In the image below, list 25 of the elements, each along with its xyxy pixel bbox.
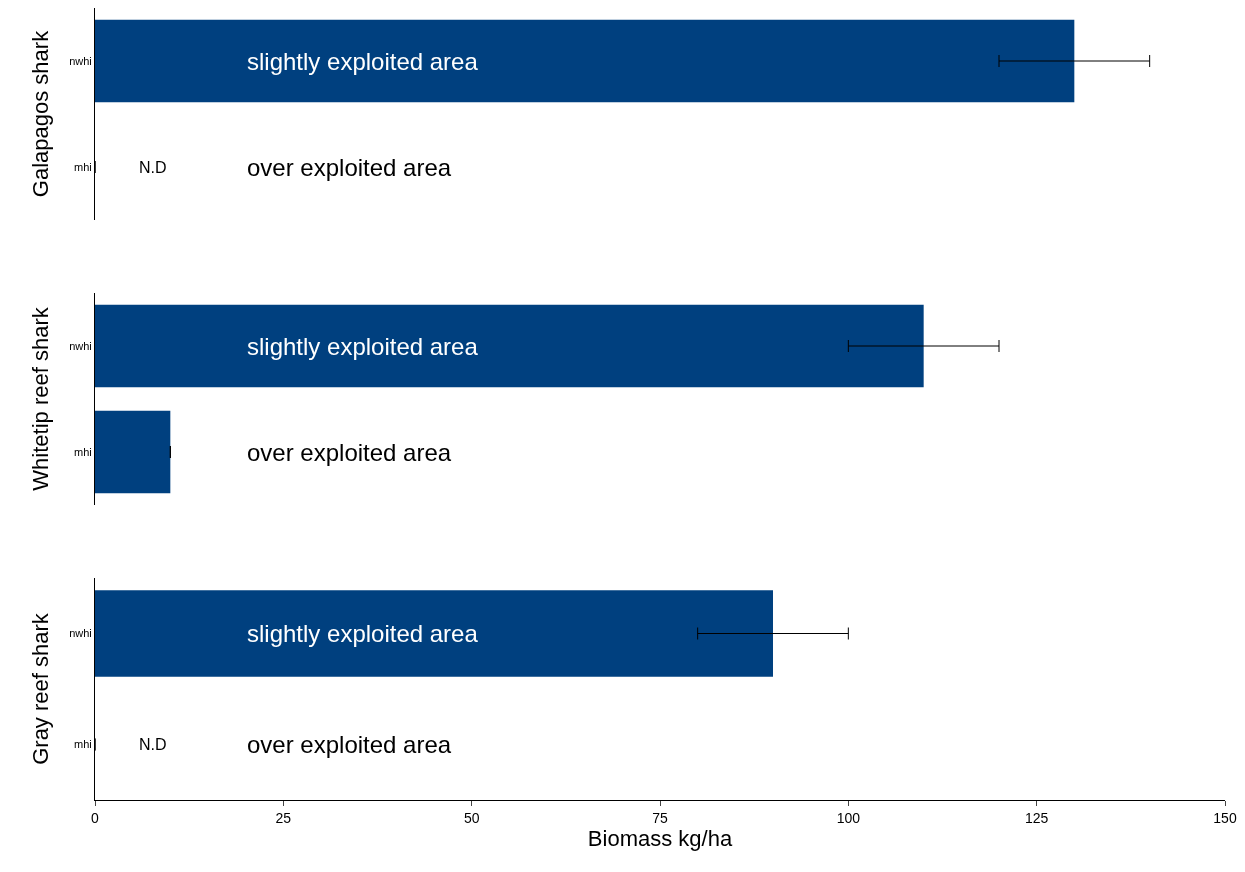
y-tick-label: nwhi bbox=[69, 54, 92, 67]
annotation: slightly exploited area bbox=[247, 48, 479, 75]
annotation: slightly exploited area bbox=[247, 333, 479, 360]
annotation: over exploited area bbox=[247, 154, 452, 181]
x-tick-label: 100 bbox=[836, 809, 861, 826]
x-tick-label: 125 bbox=[1024, 809, 1049, 826]
y-tick-label: nwhi bbox=[69, 339, 92, 352]
annotation: over exploited area bbox=[247, 731, 452, 758]
x-tick-label: 150 bbox=[1213, 809, 1237, 826]
y-axis-title: Galapagos shark bbox=[27, 29, 53, 198]
y-tick-label: nwhi bbox=[69, 627, 92, 640]
y-tick-label: mhi bbox=[74, 738, 92, 751]
x-tick-label: 0 bbox=[91, 809, 100, 826]
annotation: slightly exploited area bbox=[247, 620, 479, 647]
x-axis-title: Biomass kg/ha bbox=[587, 825, 733, 851]
annotation: N.D bbox=[139, 159, 167, 176]
annotation: N.D bbox=[139, 736, 167, 753]
y-axis-title: Whitetip reef shark bbox=[27, 306, 53, 491]
y-tick-label: mhi bbox=[74, 160, 92, 173]
y-axis-title: Gray reef shark bbox=[27, 612, 53, 765]
x-tick-label: 50 bbox=[463, 809, 480, 826]
x-tick-label: 75 bbox=[652, 809, 668, 826]
y-tick-label: mhi bbox=[74, 445, 92, 458]
annotation: over exploited area bbox=[247, 439, 452, 466]
x-tick-label: 25 bbox=[275, 809, 292, 826]
